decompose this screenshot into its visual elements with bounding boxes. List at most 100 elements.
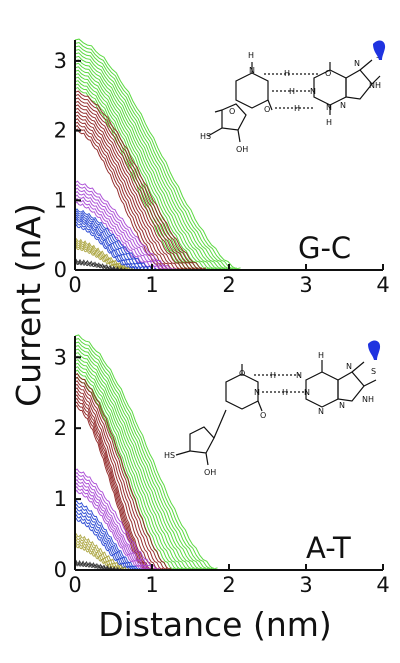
trace-line — [74, 86, 187, 270]
trace-line — [74, 499, 141, 571]
y-tick-label: 2 — [54, 119, 67, 143]
trace-line — [74, 97, 199, 270]
tip-icon-gc — [373, 40, 386, 60]
trace-line — [74, 334, 218, 570]
svg-text:H: H — [248, 51, 254, 60]
x-tick-label: 1 — [145, 273, 158, 297]
trace-line — [74, 503, 139, 571]
x-tick-label: 4 — [376, 273, 389, 297]
svg-text:HS: HS — [200, 132, 211, 141]
trace-line — [74, 489, 144, 571]
trace-line — [74, 83, 191, 270]
svg-text:N: N — [340, 101, 346, 110]
trace-line — [74, 482, 148, 571]
ticks-at: 0 1 2 3 4 0 1 2 3 — [54, 345, 390, 597]
svg-text:N: N — [339, 401, 345, 410]
panel-gc: 0 1 2 3 4 0 1 2 3 G-C H N — [54, 38, 390, 297]
svg-text:OH: OH — [236, 145, 248, 154]
trace-line — [74, 507, 137, 571]
trace-line — [74, 55, 222, 270]
gc-molecule-diagram — [207, 59, 381, 143]
trace-line — [74, 90, 207, 270]
y-tick-label: 1 — [54, 487, 67, 511]
trace-line — [74, 373, 172, 570]
svg-text:H: H — [294, 104, 300, 113]
trace-line — [74, 533, 130, 571]
trace-line — [74, 345, 207, 570]
trace-line — [74, 59, 218, 270]
ticks-gc: 0 1 2 3 4 0 1 2 3 — [54, 49, 390, 297]
trace-line — [74, 118, 176, 270]
svg-text:N: N — [304, 388, 310, 397]
trace-line — [74, 52, 226, 270]
trace-line — [74, 62, 214, 270]
panel-label-gc: G-C — [298, 231, 351, 265]
x-axis-label: Distance (nm) — [98, 605, 332, 644]
y-tick-label: 0 — [54, 558, 67, 582]
trace-line — [74, 355, 195, 570]
trace-line — [74, 485, 146, 571]
svg-text:O: O — [260, 411, 266, 420]
y-tick-label: 3 — [54, 49, 67, 73]
trace-line — [74, 380, 164, 570]
trace-line — [74, 125, 168, 270]
y-tick-label: 0 — [54, 258, 67, 282]
trace-line — [74, 80, 195, 270]
x-tick-label: 0 — [68, 573, 81, 597]
trace-line — [74, 237, 134, 271]
trace-line — [74, 478, 151, 571]
trace-line — [74, 376, 168, 570]
trace-line — [74, 341, 210, 570]
trace-line — [74, 541, 121, 571]
trace-line — [74, 100, 195, 270]
trace-line — [74, 107, 187, 270]
trace-line — [74, 224, 134, 271]
trace-line — [74, 48, 230, 270]
trace-line — [74, 216, 141, 271]
svg-text:HS: HS — [164, 451, 175, 460]
svg-text:O: O — [264, 105, 270, 114]
trace-line — [74, 535, 127, 571]
trace-line — [74, 348, 203, 570]
trace-line — [74, 45, 233, 270]
trace-line — [74, 128, 164, 270]
y-tick-label: 2 — [54, 416, 67, 440]
trace-line — [74, 73, 203, 270]
trace-line — [74, 394, 151, 570]
trace-line — [74, 210, 153, 271]
trace-line — [74, 241, 129, 271]
trace-line — [74, 562, 114, 571]
svg-text:N: N — [254, 388, 260, 397]
at-molecule-labels: H O H N S N N H N NH N N O HS OH — [164, 351, 376, 477]
svg-text:NH: NH — [362, 395, 374, 404]
trace-line — [74, 218, 139, 271]
trace-line — [74, 180, 176, 271]
svg-text:N: N — [326, 103, 332, 112]
trace-line — [74, 510, 134, 571]
trace-line — [74, 190, 164, 271]
trace-line — [74, 114, 180, 270]
trace-line — [74, 221, 136, 271]
svg-text:N: N — [318, 407, 324, 416]
svg-text:NH: NH — [369, 81, 381, 90]
svg-text:H: H — [284, 69, 290, 78]
gc-molecule-labels: H N H O H N H N H O N NH N S HS OH O — [200, 51, 381, 154]
trace-line — [74, 514, 132, 571]
y-tick-label: 1 — [54, 188, 67, 212]
x-tick-label: 3 — [299, 573, 312, 597]
svg-text:H: H — [318, 351, 324, 360]
x-tick-label: 2 — [222, 273, 235, 297]
trace-line — [74, 471, 157, 571]
y-axis-label: Current (nA) — [9, 203, 48, 407]
x-tick-label: 0 — [68, 273, 81, 297]
trace-line — [74, 38, 241, 270]
x-tick-label: 2 — [222, 573, 235, 597]
trace-line — [74, 93, 203, 270]
y-tick-label: 3 — [54, 345, 67, 369]
x-tick-label: 4 — [376, 573, 389, 597]
x-tick-label: 3 — [299, 273, 312, 297]
trace-line — [74, 468, 161, 571]
svg-text:N: N — [310, 87, 316, 96]
trace-line — [74, 111, 184, 270]
trace-line — [74, 359, 191, 570]
